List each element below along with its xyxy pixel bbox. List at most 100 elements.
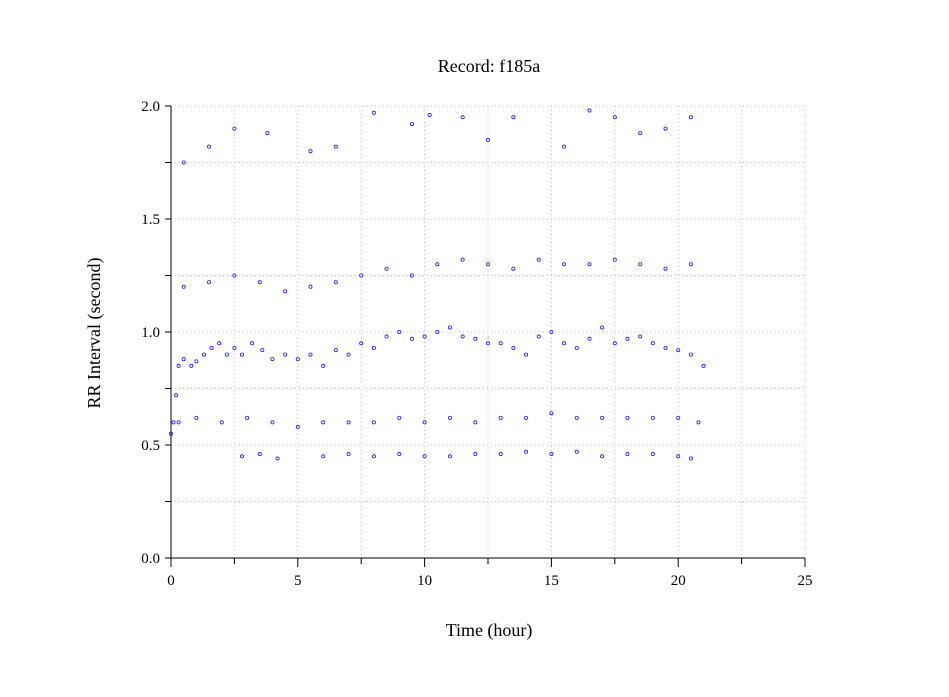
data-point xyxy=(308,149,313,154)
data-point xyxy=(270,420,275,425)
data-point xyxy=(422,334,427,339)
data-point xyxy=(574,345,579,350)
data-point xyxy=(587,336,592,341)
data-point xyxy=(587,262,592,267)
data-point xyxy=(270,357,275,362)
data-point xyxy=(333,144,338,149)
data-point xyxy=(245,415,250,420)
data-point xyxy=(174,393,179,398)
data-point xyxy=(676,454,681,459)
data-point xyxy=(549,411,554,416)
data-point xyxy=(562,144,567,149)
data-point xyxy=(181,160,186,165)
data-point xyxy=(650,341,655,346)
data-point xyxy=(219,420,224,425)
data-point xyxy=(422,454,427,459)
data-point xyxy=(371,420,376,425)
data-point xyxy=(232,273,237,278)
data-point xyxy=(409,273,414,278)
data-point xyxy=(574,449,579,454)
data-point xyxy=(638,131,643,136)
data-point xyxy=(650,415,655,420)
x-tick-label: 0 xyxy=(167,573,175,589)
data-point xyxy=(217,341,222,346)
data-point xyxy=(171,420,176,425)
data-point xyxy=(201,352,206,357)
data-point xyxy=(209,345,214,350)
data-point xyxy=(371,110,376,115)
data-point xyxy=(371,345,376,350)
data-point xyxy=(447,325,452,330)
data-point xyxy=(321,420,326,425)
grid-lines xyxy=(171,105,806,558)
data-point xyxy=(409,336,414,341)
data-point xyxy=(260,348,265,353)
data-point xyxy=(524,415,529,420)
data-point xyxy=(371,454,376,459)
y-tick-label: 2.0 xyxy=(141,99,160,115)
data-point xyxy=(663,266,668,271)
data-point xyxy=(207,144,212,149)
x-tick-label: 25 xyxy=(798,573,813,589)
data-point xyxy=(638,262,643,267)
data-point xyxy=(638,334,643,339)
data-point xyxy=(346,452,351,457)
data-point xyxy=(207,280,212,285)
data-point xyxy=(359,273,364,278)
x-axis-label: Time (hour) xyxy=(446,620,533,641)
data-point xyxy=(346,420,351,425)
data-point xyxy=(498,415,503,420)
data-point xyxy=(536,257,541,262)
data-point xyxy=(562,341,567,346)
data-point xyxy=(612,257,617,262)
data-point xyxy=(549,329,554,334)
x-tick-label: 20 xyxy=(671,573,686,589)
y-tick-label: 1.0 xyxy=(141,325,160,341)
data-point xyxy=(524,352,529,357)
data-points xyxy=(168,108,706,461)
data-point xyxy=(240,352,245,357)
data-point xyxy=(498,452,503,457)
data-point xyxy=(359,341,364,346)
data-point xyxy=(194,359,199,364)
data-point xyxy=(600,415,605,420)
data-point xyxy=(435,262,440,267)
data-point xyxy=(181,284,186,289)
data-point xyxy=(511,345,516,350)
data-point xyxy=(265,131,270,136)
data-point xyxy=(600,325,605,330)
data-point xyxy=(333,280,338,285)
data-point xyxy=(587,108,592,113)
data-point xyxy=(536,334,541,339)
data-point xyxy=(473,420,478,425)
data-point xyxy=(473,452,478,457)
data-point xyxy=(524,449,529,454)
data-point xyxy=(447,454,452,459)
data-point xyxy=(473,336,478,341)
data-point xyxy=(321,363,326,368)
data-point xyxy=(308,352,313,357)
data-point xyxy=(409,122,414,127)
data-point xyxy=(663,126,668,131)
data-point xyxy=(498,341,503,346)
data-point xyxy=(688,262,693,267)
data-point xyxy=(384,334,389,339)
data-point xyxy=(283,352,288,357)
data-point xyxy=(676,348,681,353)
data-point xyxy=(688,115,693,120)
data-point xyxy=(224,352,229,357)
data-point xyxy=(435,329,440,334)
data-point xyxy=(447,415,452,420)
data-point xyxy=(460,334,465,339)
data-point xyxy=(427,113,432,118)
data-point xyxy=(397,452,402,457)
data-point xyxy=(333,348,338,353)
data-point xyxy=(688,456,693,461)
data-point xyxy=(321,454,326,459)
data-point xyxy=(257,280,262,285)
x-tick-label: 5 xyxy=(294,573,302,589)
data-point xyxy=(250,341,255,346)
data-point xyxy=(189,363,194,368)
data-point xyxy=(240,454,245,459)
